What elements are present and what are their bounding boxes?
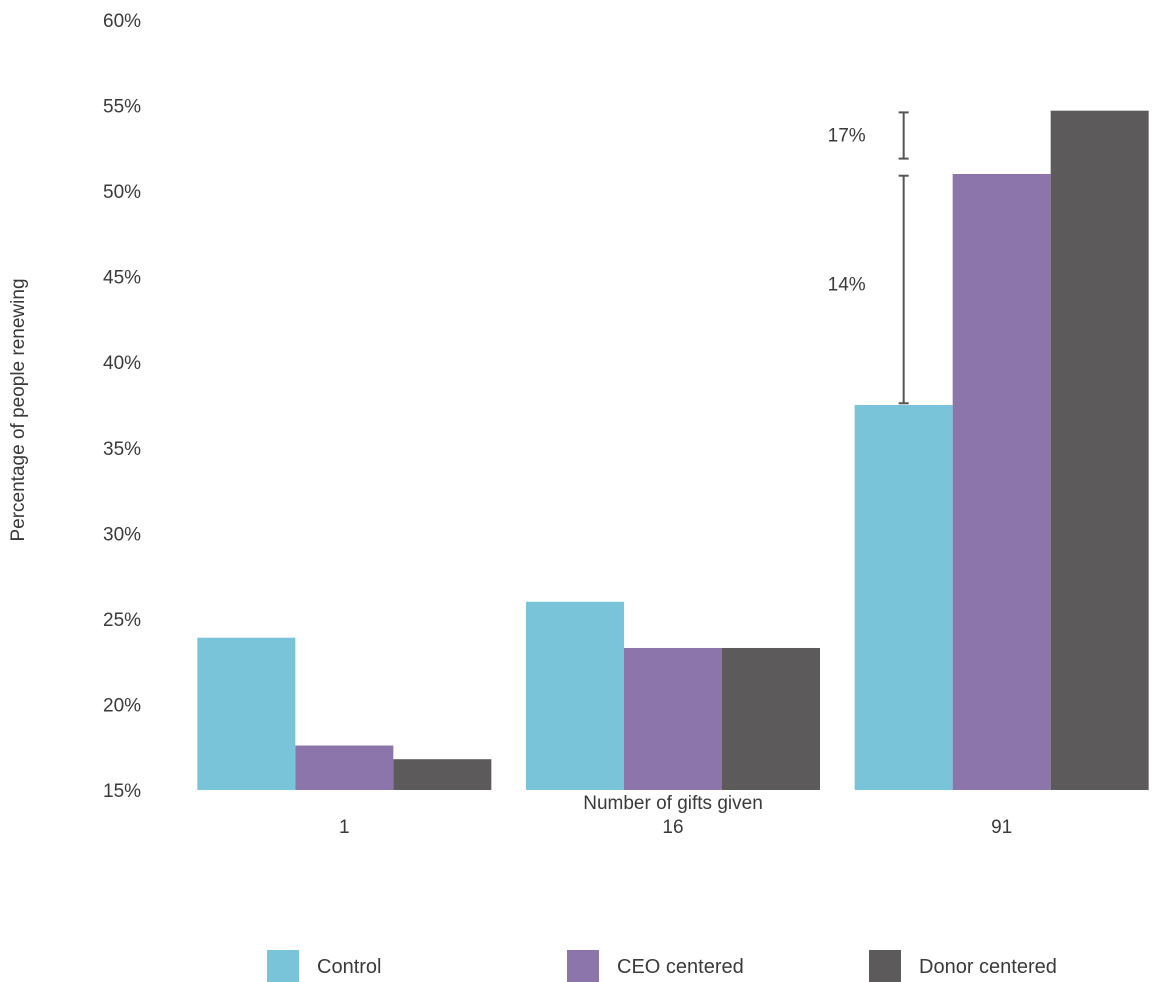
bar-ceo-centered-1 xyxy=(295,745,394,790)
legend-label: Donor centered xyxy=(919,956,1057,978)
legend: Control CEO centered Donor centered xyxy=(267,950,1057,982)
y-tick-label: 55% xyxy=(103,97,141,118)
y-tick-label: 60% xyxy=(103,11,141,32)
annotation-label: 14% xyxy=(828,275,866,296)
legend-item: Donor centered xyxy=(869,950,1057,982)
y-axis-label: Percentage of people renewing xyxy=(8,278,29,541)
legend-label: Control xyxy=(317,956,381,978)
x-axis-label: Number of gifts given xyxy=(583,793,763,814)
range-bracket: 17% xyxy=(828,111,909,160)
bar-donor-centered-16 xyxy=(722,647,820,790)
range-bracket: 14% xyxy=(828,174,909,405)
y-tick-label: 30% xyxy=(103,524,141,545)
y-tick-label: 25% xyxy=(103,610,141,631)
y-tick-label: 35% xyxy=(103,439,141,460)
bar-ceo-centered-16 xyxy=(624,647,722,790)
bar-control-16 xyxy=(526,601,624,790)
bars xyxy=(197,110,1149,790)
legend-label: CEO centered xyxy=(617,956,744,978)
x-axis-categories: 1 16 91 xyxy=(339,817,1012,838)
legend-item: CEO centered xyxy=(567,950,744,982)
y-tick-label: 20% xyxy=(103,695,141,716)
y-tick-label: 15% xyxy=(103,781,141,802)
bar-donor-centered-1 xyxy=(393,759,492,790)
bar-control-91 xyxy=(854,405,953,790)
bar-control-1 xyxy=(197,637,296,790)
legend-swatch xyxy=(869,950,901,982)
bar-donor-centered-91 xyxy=(1050,110,1149,790)
x-tick-label: 1 xyxy=(339,817,350,838)
annotations: 14% 17% xyxy=(828,111,909,405)
annotation-label: 17% xyxy=(828,126,866,147)
legend-swatch xyxy=(567,950,599,982)
x-tick-label: 16 xyxy=(662,817,683,838)
legend-item: Control xyxy=(267,950,381,982)
bar-ceo-centered-91 xyxy=(952,174,1051,790)
y-axis-ticks: 15% 20% 25% 30% 35% 40% 45% 50% 55% 60% xyxy=(103,11,141,802)
y-tick-label: 50% xyxy=(103,182,141,203)
legend-swatch xyxy=(267,950,299,982)
y-tick-label: 45% xyxy=(103,268,141,289)
x-tick-label: 91 xyxy=(991,817,1012,838)
y-tick-label: 40% xyxy=(103,353,141,374)
